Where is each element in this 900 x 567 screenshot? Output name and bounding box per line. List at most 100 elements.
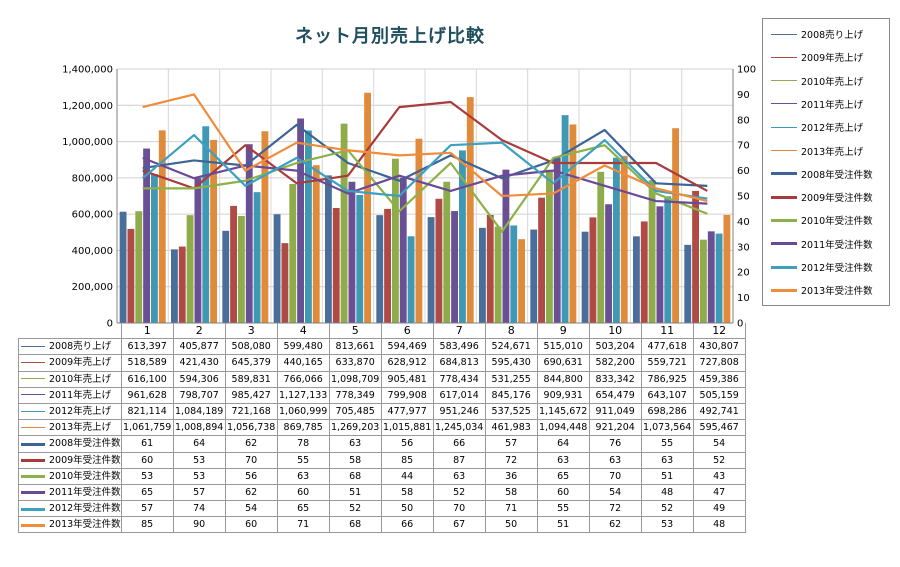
y-right-tick-label: 10: [737, 293, 750, 304]
bar: [502, 169, 510, 323]
bar: [143, 148, 151, 323]
table-cell: 78: [276, 435, 330, 453]
table-cell: 36: [484, 467, 538, 485]
bar: [384, 208, 391, 323]
legend-key: [21, 442, 45, 446]
bar: [348, 181, 356, 323]
bar: [518, 239, 526, 323]
table-row-label-text: 2013年売上げ: [49, 422, 112, 434]
legend-label: 2013年売上げ: [801, 146, 864, 158]
table-cell: 70: [224, 451, 278, 469]
table-row: 2008売り上げ 613,397 405,877 508,080 599,480 813,…: [18, 338, 746, 356]
table-cell: 798,707: [172, 386, 226, 404]
table-cell: 508,080: [224, 338, 278, 356]
legend-label: 2010年受注件数: [801, 216, 873, 228]
legend-key: [21, 378, 45, 380]
legend-key: [21, 491, 45, 495]
bar: [443, 181, 451, 323]
bar: [435, 198, 443, 323]
table-cell: 54: [692, 435, 746, 453]
table-row-label: 2008年受注件数: [18, 435, 122, 453]
table-row: 2010年売上げ 616,100 594,306 589,831 766,066 1,09…: [18, 370, 746, 388]
bar: [561, 115, 569, 323]
legend-swatch: [771, 56, 797, 58]
bar: [202, 126, 210, 323]
bar: [151, 174, 158, 323]
legend-item: 2008売り上げ: [771, 27, 863, 41]
bar: [605, 204, 613, 323]
table-cell: 537,525: [484, 402, 538, 421]
table-cell: 68: [328, 516, 382, 534]
bar: [459, 150, 466, 323]
x-tick-label: 4: [276, 323, 330, 340]
table-cell: 70: [588, 467, 642, 485]
bar: [119, 211, 127, 323]
bar: [230, 205, 237, 323]
y-right-tick-label: 100: [737, 65, 756, 76]
table-cell: 63: [640, 451, 694, 469]
legend-item: 2010年受注件数: [771, 213, 873, 227]
table-row-label-text: 2008年受注件数: [49, 438, 121, 450]
legend-key: [21, 475, 45, 479]
legend-swatch: [771, 150, 797, 151]
table-row: 2009年売上げ 518,589 421,430 645,379 440,165 633,…: [18, 354, 746, 372]
legend-swatch: [771, 126, 797, 128]
table-cell: 64: [172, 435, 226, 453]
bar: [186, 215, 194, 323]
table-cell: 56: [224, 467, 278, 485]
x-tick-label: 2: [172, 323, 226, 340]
bar: [222, 230, 230, 323]
bar: [545, 169, 553, 323]
legend-item: 2011年売上げ: [771, 97, 863, 111]
legend-label: 2009年売上げ: [801, 53, 864, 65]
table-cell: 727,808: [692, 354, 746, 372]
table-cell: 58: [328, 451, 382, 469]
table-cell: 698,286: [640, 402, 694, 421]
table-cell: 1,015,881: [380, 419, 434, 437]
table-cell: 65: [120, 483, 174, 502]
table-cell: 76: [588, 435, 642, 453]
bar: [289, 184, 297, 323]
table-cell: 1,008,894: [172, 419, 226, 437]
table-row-label-text: 2009年売上げ: [49, 357, 112, 369]
data-table: 1 2 3 4 5 6 7 8 9 10 11 12 2008売り上げ 613,397 405,877 508…: [18, 323, 746, 534]
table-cell: 65: [276, 500, 330, 518]
table-row: 2011年受注件数 65 57 62 60 51 58 52 58 60 54 48 47: [18, 483, 746, 502]
table-cell: 52: [640, 500, 694, 518]
table-cell: 87: [432, 451, 486, 469]
x-tick-label: 8: [484, 323, 538, 340]
legend-label: 2011年売上げ: [801, 99, 864, 111]
bar: [427, 217, 435, 323]
table-cell: 52: [432, 483, 486, 502]
table-header-row: 1 2 3 4 5 6 7 8 9 10 11 12: [18, 323, 746, 340]
table-cell: 633,870: [328, 354, 382, 372]
legend-key: [21, 394, 45, 396]
table-cell: 1,061,759: [120, 419, 174, 437]
table-cell: 65: [536, 467, 590, 485]
x-tick-label: 6: [380, 323, 434, 340]
table-row-label: 2010年受注件数: [18, 467, 122, 485]
bar: [158, 130, 166, 323]
table-row-label-text: 2012年受注件数: [49, 503, 121, 515]
x-tick-label: 7: [432, 323, 486, 340]
table-cell: 985,427: [224, 386, 278, 404]
x-tick-label: 5: [328, 323, 382, 340]
table-cell: 51: [328, 483, 382, 502]
table-cell: 70: [432, 500, 486, 518]
legend-key: [21, 459, 45, 463]
bar: [478, 227, 486, 323]
table-cell: 643,107: [640, 386, 694, 404]
bar: [170, 249, 178, 323]
table-cell: 47: [692, 483, 746, 502]
y-right-tick-label: 90: [737, 90, 750, 101]
legend-label: 2010年売上げ: [801, 76, 864, 88]
bar: [399, 177, 407, 323]
table-row: 2012年売上げ 821,114 1,084,189 721,168 1,060,999…: [18, 402, 746, 421]
bar: [613, 157, 620, 323]
legend-swatch: [771, 33, 797, 35]
table-cell: 52: [328, 500, 382, 518]
x-tick-label: 10: [588, 323, 642, 340]
table-cell: 43: [692, 467, 746, 485]
bar: [391, 158, 399, 323]
y-right-tick-label: 50: [737, 192, 750, 203]
